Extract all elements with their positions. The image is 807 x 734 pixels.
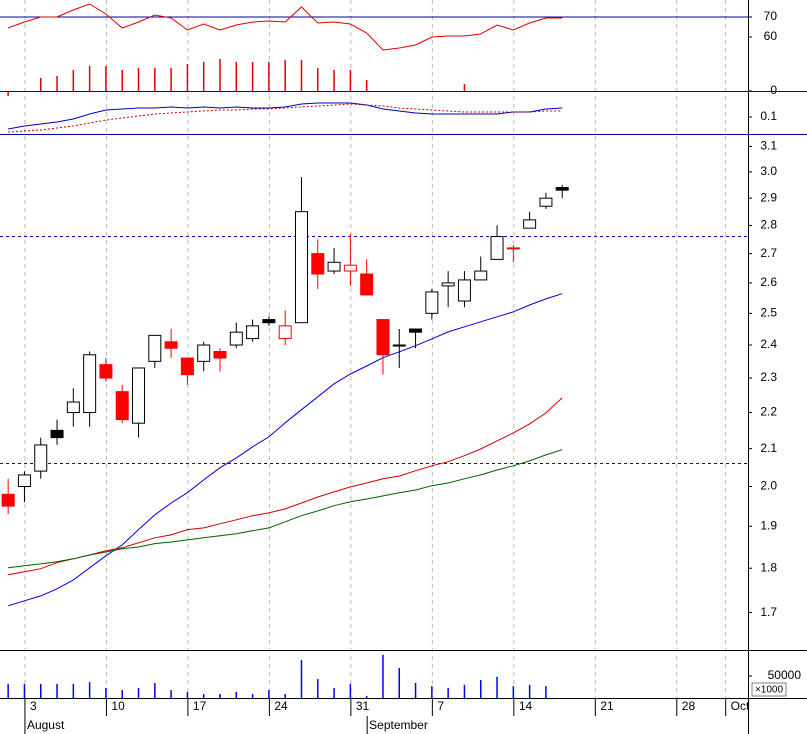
candle-body [294,211,308,324]
candle-body [441,282,455,287]
y-tick-label: 2.3 [760,370,777,384]
candle-body [343,264,357,272]
x-tick-label: 24 [274,699,288,713]
candle-body [50,429,64,439]
candle-body [99,364,113,379]
candle-body [392,344,406,347]
x-tick-label: 28 [682,699,696,713]
y-tick-label: 2.4 [760,337,777,351]
y-tick-label: 2.9 [760,190,777,204]
candle-body [278,325,292,340]
y-tick-label: 2.5 [760,306,777,320]
candle-body [180,357,194,376]
candle-body [327,261,341,272]
series-line [8,397,563,576]
y-tick-label: 60 [764,29,778,43]
y-tick-label: 2.8 [760,218,777,232]
candle-body [148,334,162,362]
y-tick-label: 3.1 [760,139,777,153]
y-tick-label: 2.2 [760,405,777,419]
candle-body [409,328,423,333]
y-tick-label: 2.6 [760,275,777,289]
candle-body [490,236,504,260]
y-tick-label: 0 [770,83,777,97]
month-label: September [369,718,428,732]
x-tick-label: 31 [356,699,370,713]
candle-body [360,273,374,296]
y-tick-label: 70 [764,9,778,23]
candle-body [555,187,569,191]
candle-body [17,474,31,487]
y-tick-label: 2.7 [760,246,777,260]
x-tick-label: 7 [437,699,444,713]
candle-body [197,344,211,362]
y-tick-label: 1.9 [760,518,777,532]
series-line [8,102,563,130]
candle-body [229,331,243,346]
unit-box [751,682,787,697]
month-label: August [27,718,65,732]
y-tick-label: 0.1 [760,109,777,123]
candle-body [376,319,390,356]
y-tick-label: 1.7 [760,605,777,619]
x-tick-label: 21 [600,699,614,713]
x-tick-label: 10 [111,699,125,713]
candle-body [83,354,97,414]
candle-body [523,219,537,229]
candle-body [506,247,520,250]
candle-body [34,444,48,472]
x-tick-label: 14 [519,699,533,713]
candle-body [425,291,439,314]
candle-body [246,325,260,340]
candle-body [115,391,129,421]
series-line [8,103,563,133]
candle-body [213,351,227,359]
series-line [8,449,563,569]
y-tick-label: 1.8 [760,560,777,574]
series-line [7,3,563,51]
x-tick-label: Oct [731,699,750,713]
candle-body [164,341,178,349]
candle-body [132,367,146,424]
y-tick-label: 2.0 [760,479,777,493]
candle-body [262,319,276,324]
candle-body [539,197,553,207]
candle-body [1,493,15,507]
series-line [7,293,563,607]
y-tick-label: 2.1 [760,441,777,455]
x-tick-label: 3 [30,699,37,713]
candle-body [457,279,471,302]
candle-body [66,401,80,414]
y-tick-label: 50000 [768,668,802,682]
candle-body [474,270,488,281]
candle-body [311,253,325,275]
y-tick-label: 3.0 [760,164,777,178]
x-tick-label: 17 [193,699,207,713]
unit-label: ×1000 [755,685,784,696]
